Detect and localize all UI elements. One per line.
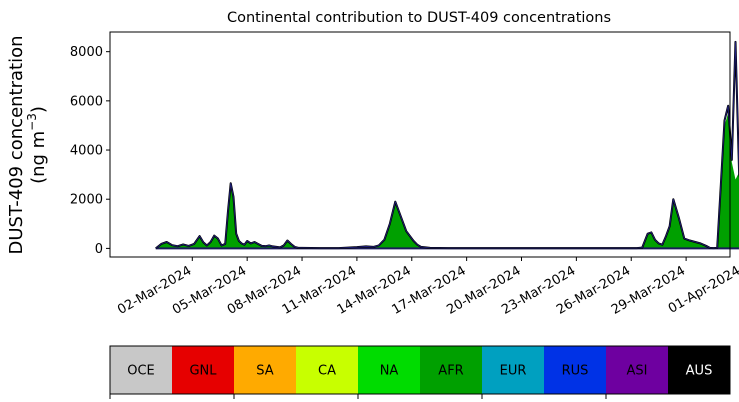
y-tick-label: 8000 xyxy=(70,45,103,60)
legend-frame xyxy=(109,345,731,395)
y-tick-label: 0 xyxy=(95,242,103,257)
legend-label-eur: EUR xyxy=(500,364,527,379)
legend-label-oce: OCE xyxy=(127,364,155,379)
y-axis-ticks: 0 2000 4000 6000 8000 xyxy=(70,45,110,257)
legend-label-afr: AFR xyxy=(438,364,463,379)
legend-swatch-sa xyxy=(234,346,297,394)
legend-label-asi: ASI xyxy=(627,364,648,379)
y-tick-label: 4000 xyxy=(70,144,103,159)
legend-label-na: NA xyxy=(380,364,399,379)
legend-swatch-eur xyxy=(482,346,545,394)
legend-swatch-aus xyxy=(668,346,731,394)
legend-swatch-oce xyxy=(110,346,173,394)
y-tick-label: 2000 xyxy=(70,193,103,208)
legend-label-aus: AUS xyxy=(686,364,713,379)
total-line xyxy=(155,40,739,250)
x-axis-ticks: 02-Mar-202405-Mar-202408-Mar-202411-Mar-… xyxy=(115,257,739,318)
legend-swatch-gnl xyxy=(172,346,235,394)
y-axis-label: DUST-409 concentration (ng m−3) xyxy=(6,35,49,254)
colorbar-legend: OCE GNL SA CA NA AFR EUR RUS ASI AUS xyxy=(109,345,731,399)
legend-swatch-afr xyxy=(420,346,483,394)
y-tick-label: 6000 xyxy=(70,94,103,109)
y-axis-label-superscript: −3 xyxy=(25,113,39,131)
series-area-afr xyxy=(155,113,739,249)
legend-label-rus: RUS xyxy=(562,364,589,379)
total-line-core xyxy=(155,41,739,249)
plot-frame xyxy=(109,31,731,258)
legend-label-gnl: GNL xyxy=(189,364,217,379)
legend-label-sa: SA xyxy=(256,364,273,379)
y-axis-label-line2: (ng m−3) xyxy=(25,106,49,184)
chart-title: Continental contribution to DUST-409 con… xyxy=(227,10,611,26)
y-axis-label-line1: DUST-409 concentration xyxy=(6,35,27,254)
legend-swatch-asi xyxy=(606,346,669,394)
plot-area xyxy=(155,40,739,250)
legend-swatch-na xyxy=(358,346,421,394)
legend-label-ca: CA xyxy=(318,364,336,379)
legend-swatch-ca xyxy=(296,346,359,394)
legend-swatch-rus xyxy=(544,346,607,394)
